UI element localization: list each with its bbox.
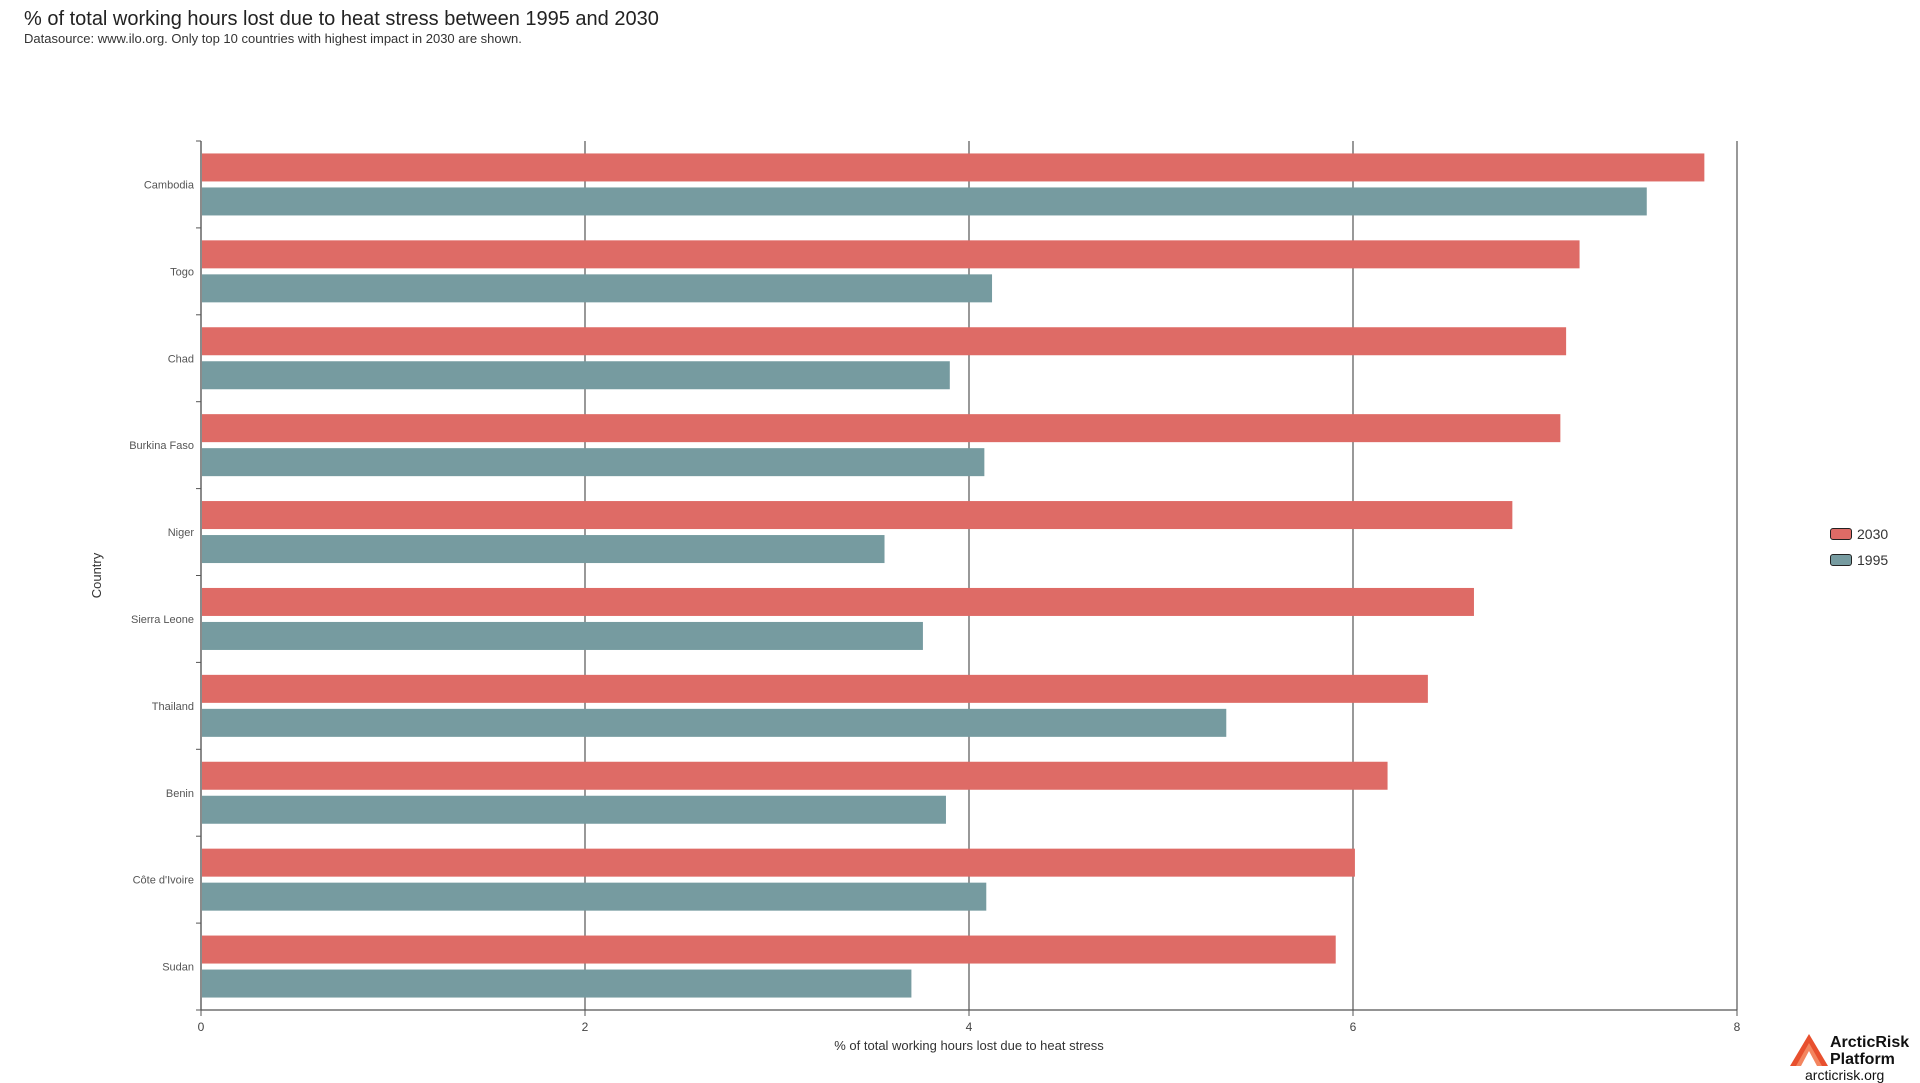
bar-2030-sierra-leone bbox=[202, 587, 1474, 616]
bar-2030-niger bbox=[202, 501, 1513, 530]
logo-name: ArcticRisk Platform bbox=[1830, 1034, 1909, 1068]
legend-label-2030: 2030 bbox=[1857, 526, 1889, 542]
bar-1995-thailand bbox=[202, 708, 1227, 737]
bar-2030-sudan bbox=[202, 935, 1336, 964]
y-tick-label-burkina-faso: Burkina Faso bbox=[129, 440, 194, 452]
x-tick-label-0: 0 bbox=[198, 1020, 205, 1034]
logo-name-line1: ArcticRisk bbox=[1830, 1034, 1910, 1051]
y-tick-label-chad: Chad bbox=[168, 353, 194, 365]
y-tick-label-togo: Togo bbox=[170, 266, 194, 278]
legend-label-1995: 1995 bbox=[1857, 552, 1889, 568]
bar-1995-benin bbox=[202, 795, 946, 824]
x-tick-label-8: 8 bbox=[1734, 1020, 1741, 1034]
y-tick-label-niger: Niger bbox=[168, 527, 195, 539]
bar-1995-cambodia bbox=[202, 187, 1647, 216]
y-tick-label-sudan: Sudan bbox=[162, 962, 194, 974]
legend-item-2030[interactable]: 2030 bbox=[1830, 521, 1888, 547]
y-tick-label-cambodia: Cambodia bbox=[144, 179, 195, 191]
logo-url: arcticrisk.org bbox=[1805, 1067, 1885, 1083]
legend-swatch-1995 bbox=[1830, 554, 1852, 566]
x-axis-title: % of total working hours lost due to hea… bbox=[834, 1038, 1104, 1053]
bar-2030-benin bbox=[202, 761, 1388, 790]
bar-1995-sierra-leone bbox=[202, 621, 923, 650]
legend-swatch-2030 bbox=[1830, 528, 1852, 540]
y-axis-title: Country bbox=[89, 552, 104, 598]
bar-1995-sudan bbox=[202, 969, 912, 998]
bar-1995-burkina-faso bbox=[202, 448, 985, 477]
chart-title: % of total working hours lost due to hea… bbox=[24, 8, 659, 30]
bar-1995-chad bbox=[202, 361, 950, 390]
arcticrisk-logo[interactable]: ArcticRisk Platform arcticrisk.org bbox=[1790, 1030, 1915, 1083]
bar-1995-niger bbox=[202, 535, 885, 564]
logo-name-line2: Platform bbox=[1830, 1051, 1895, 1068]
chart-subtitle: Datasource: www.ilo.org. Only top 10 cou… bbox=[24, 31, 522, 46]
legend: 2030 1995 bbox=[1830, 521, 1888, 573]
bar-1995-c-te-d-ivoire bbox=[202, 882, 987, 911]
bar-1995-togo bbox=[202, 274, 993, 303]
bar-2030-thailand bbox=[202, 674, 1428, 703]
x-tick-label-4: 4 bbox=[966, 1020, 973, 1034]
legend-item-1995[interactable]: 1995 bbox=[1830, 547, 1888, 573]
y-tick-label-sierra-leone: Sierra Leone bbox=[131, 614, 194, 626]
y-tick-label-c-te-d-ivoire: Côte d'Ivoire bbox=[133, 875, 194, 887]
x-tick-label-2: 2 bbox=[582, 1020, 589, 1034]
x-tick-label-6: 6 bbox=[1350, 1020, 1357, 1034]
bar-2030-cambodia bbox=[202, 153, 1705, 182]
bar-2030-c-te-d-ivoire bbox=[202, 848, 1355, 877]
bar-2030-chad bbox=[202, 327, 1567, 356]
bar-2030-togo bbox=[202, 240, 1580, 269]
mountain-logo-icon bbox=[1790, 1034, 1828, 1066]
y-tick-label-benin: Benin bbox=[166, 788, 194, 800]
y-tick-label-thailand: Thailand bbox=[152, 701, 194, 713]
bar-2030-burkina-faso bbox=[202, 414, 1561, 443]
